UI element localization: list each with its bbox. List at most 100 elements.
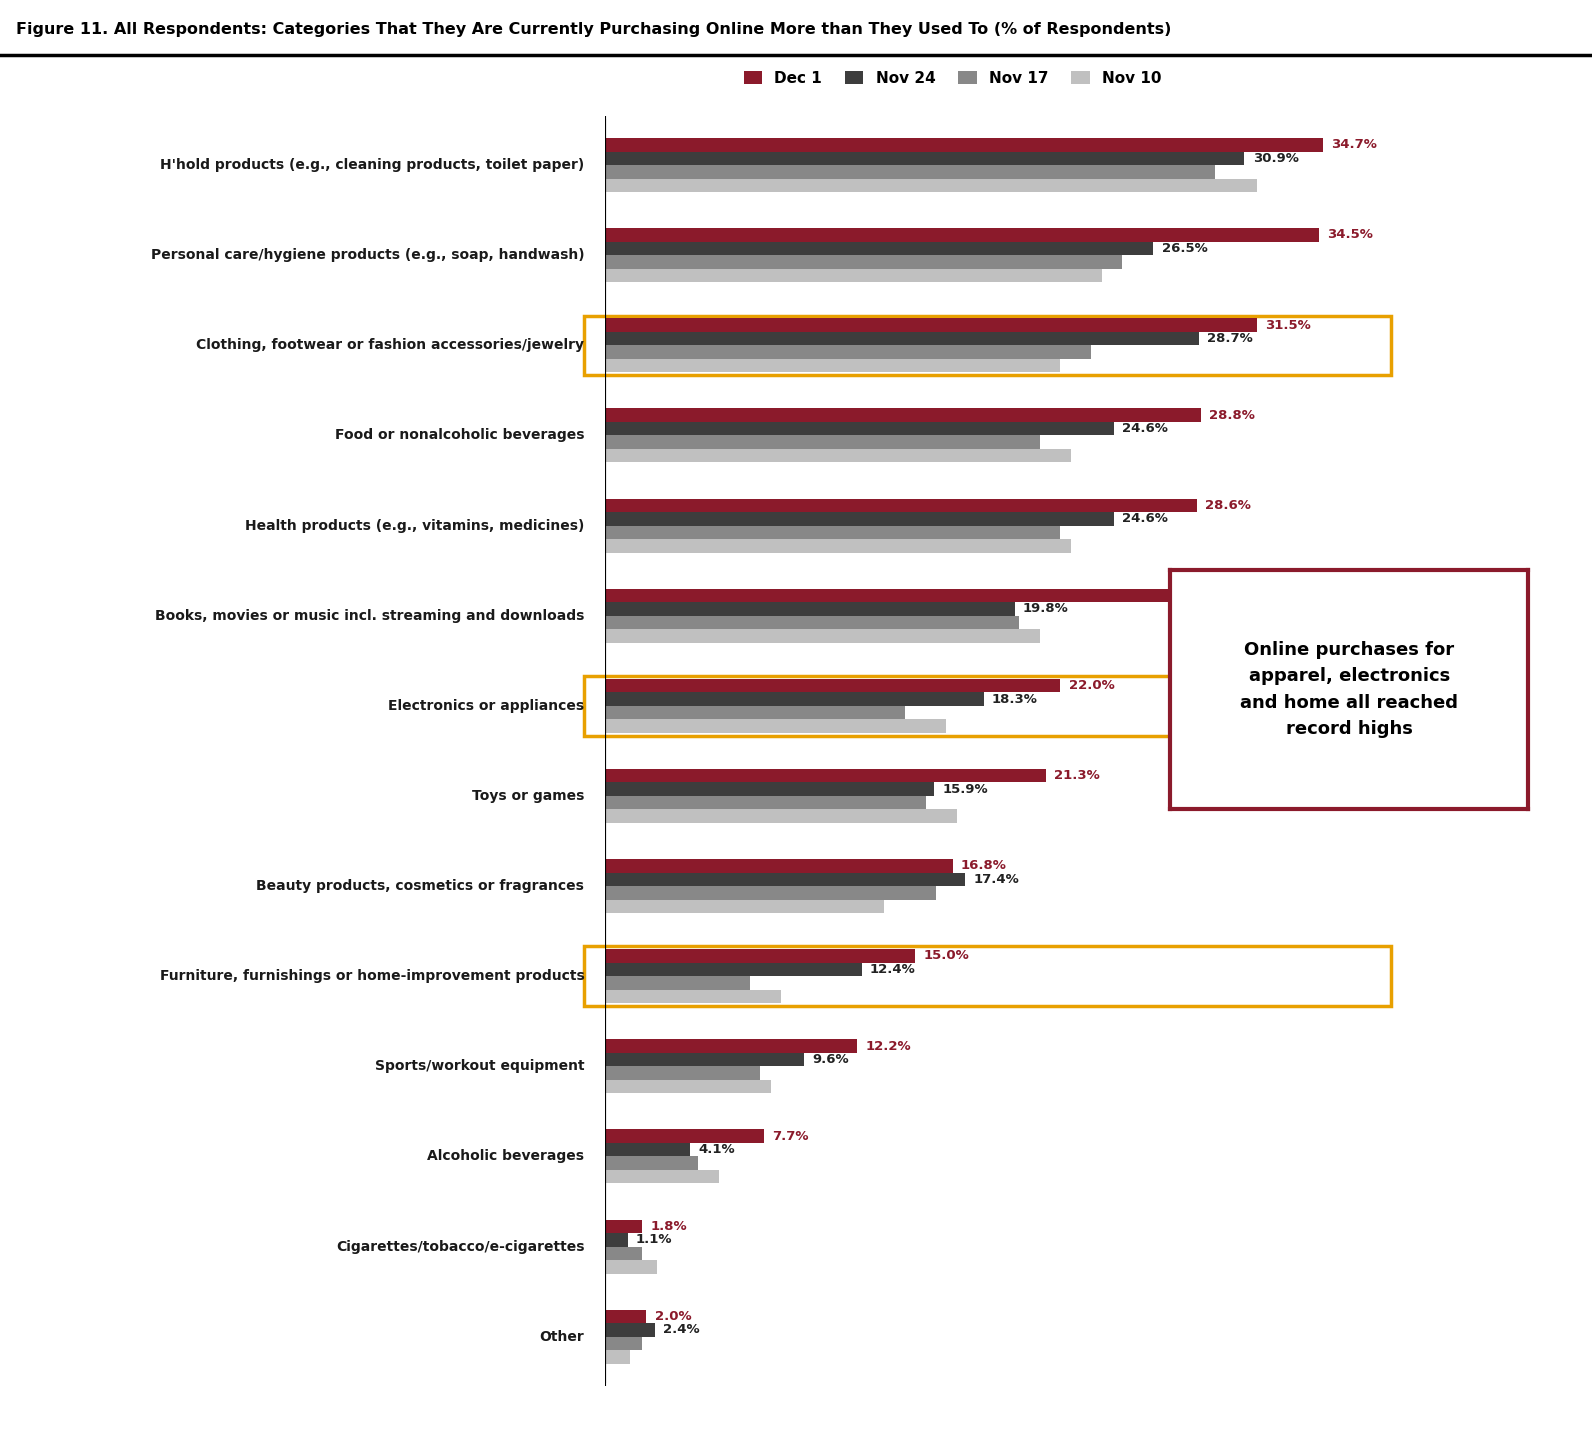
Bar [605,1350,630,1363]
Text: 24.6%: 24.6% [1122,513,1169,526]
Bar [605,165,1216,179]
Text: 15.9%: 15.9% [942,783,989,796]
Bar [605,360,1060,373]
Text: Figure 11. All Respondents: Categories That They Are Currently Purchasing Online: Figure 11. All Respondents: Categories T… [16,22,1172,36]
Bar [605,1261,657,1274]
Text: 34.5%: 34.5% [1328,228,1374,241]
Bar [605,706,904,719]
Text: Health products (e.g., vitamins, medicines): Health products (e.g., vitamins, medicin… [245,518,584,533]
Bar [605,783,935,796]
Bar [605,513,1114,526]
Text: Personal care/hygiene products (e.g., soap, handwash): Personal care/hygiene products (e.g., so… [151,248,584,263]
Text: Furniture, furnishings or home-improvement products: Furniture, furnishings or home-improveme… [159,969,584,983]
Text: Cigarettes/tobacco/e-cigarettes: Cigarettes/tobacco/e-cigarettes [336,1239,584,1253]
Bar [605,436,1040,449]
Text: 28.8%: 28.8% [1210,409,1254,422]
Bar [605,1129,764,1142]
Text: 34.7%: 34.7% [1331,139,1377,152]
Bar [605,498,1197,513]
Bar [605,1170,720,1184]
Text: Online purchases for
apparel, electronics
and home all reached
record highs: Online purchases for apparel, electronic… [1240,641,1458,738]
Bar [605,1142,689,1157]
Text: 12.2%: 12.2% [866,1040,911,1053]
Bar [605,539,1070,553]
Text: Other: Other [540,1330,584,1344]
Text: 1.8%: 1.8% [651,1220,688,1233]
Bar [605,318,1258,332]
Text: Alcoholic beverages: Alcoholic beverages [427,1149,584,1164]
Text: H'hold products (e.g., cleaning products, toilet paper): H'hold products (e.g., cleaning products… [161,157,584,172]
Text: Food or nonalcoholic beverages: Food or nonalcoholic beverages [334,429,584,442]
Text: 30.9%: 30.9% [1253,152,1299,165]
Text: Toys or games: Toys or games [471,788,584,803]
Bar [605,1323,654,1337]
Text: Books, movies or music incl. streaming and downloads: Books, movies or music incl. streaming a… [154,609,584,622]
Bar [605,1310,646,1323]
Text: 21.3%: 21.3% [1054,770,1100,783]
Bar [605,796,927,810]
Bar [605,409,1200,422]
Bar [605,345,1092,360]
Bar [605,1157,697,1170]
Bar [605,989,780,1004]
Bar [605,900,885,913]
Bar [605,589,1191,602]
Bar [605,810,957,823]
Bar [605,976,750,989]
Bar [605,692,984,706]
Text: Sports/workout equipment: Sports/workout equipment [374,1060,584,1073]
Bar [605,1246,642,1261]
Bar [605,269,1102,282]
Text: Beauty products, cosmetics or fragrances: Beauty products, cosmetics or fragrances [256,879,584,892]
Bar [605,887,936,900]
Text: 2.0%: 2.0% [654,1310,691,1323]
Text: 28.7%: 28.7% [1207,332,1253,345]
Bar [605,719,946,734]
Bar [605,1337,642,1350]
Text: 28.3%: 28.3% [1199,589,1245,602]
Bar [605,768,1046,783]
Bar [605,963,861,976]
Legend: Dec 1, Nov 24, Nov 17, Nov 10: Dec 1, Nov 24, Nov 17, Nov 10 [739,66,1165,90]
Bar [605,859,952,872]
Bar [605,228,1318,241]
Bar [605,152,1245,165]
Text: 28.6%: 28.6% [1205,498,1251,511]
Bar [605,1040,858,1053]
Bar [605,872,965,887]
Text: 16.8%: 16.8% [962,859,1006,872]
Bar [605,422,1114,436]
Bar [605,1220,642,1233]
Text: 17.4%: 17.4% [973,872,1019,885]
Bar [605,241,1153,256]
Text: 7.7%: 7.7% [772,1129,809,1142]
Text: 9.6%: 9.6% [812,1053,849,1066]
Bar [605,1233,627,1246]
Bar [605,679,1060,692]
Bar [605,449,1070,462]
Text: 19.8%: 19.8% [1024,602,1068,615]
Bar [605,949,915,963]
Text: 12.4%: 12.4% [869,963,915,976]
Text: Clothing, footwear or fashion accessories/jewelry: Clothing, footwear or fashion accessorie… [196,338,584,352]
Text: 26.5%: 26.5% [1162,243,1207,256]
FancyBboxPatch shape [584,946,1391,1006]
Text: Electronics or appliances: Electronics or appliances [388,699,584,713]
Bar [605,615,1019,630]
Text: 24.6%: 24.6% [1122,422,1169,435]
FancyBboxPatch shape [584,676,1391,735]
Bar [605,1053,804,1066]
Text: 4.1%: 4.1% [697,1144,736,1157]
Bar [605,1066,761,1080]
Bar [605,139,1323,152]
Text: 31.5%: 31.5% [1266,319,1310,332]
Bar [605,179,1258,192]
Bar [605,1080,771,1093]
Text: 15.0%: 15.0% [923,949,970,962]
Bar [605,602,1014,615]
Text: 18.3%: 18.3% [992,693,1038,706]
Text: 22.0%: 22.0% [1068,679,1114,692]
Bar [605,630,1040,643]
Bar [605,256,1122,269]
Text: 1.1%: 1.1% [637,1233,672,1246]
